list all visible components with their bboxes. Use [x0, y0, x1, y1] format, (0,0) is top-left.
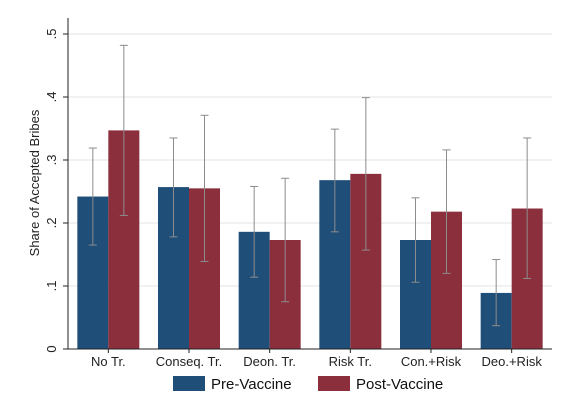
y-tick-label: 0 [44, 345, 59, 352]
error-bar-post-vaccine-deon-tr [281, 177, 290, 303]
legend-swatch-pre-vaccine [173, 376, 205, 391]
y-tick-label: .4 [44, 92, 59, 103]
error-bar-post-vaccine-deo-risk [523, 137, 532, 279]
error-bars [88, 44, 532, 327]
y-tick-label: .5 [44, 29, 59, 40]
error-bar-post-vaccine-no-tr [119, 44, 128, 216]
y-axis-title: Share of Accepted Bribes [27, 109, 42, 256]
error-bar-pre-vaccine-deo-risk [492, 259, 501, 327]
y-tick-label: .1 [44, 281, 59, 292]
error-bar-pre-vaccine-deon-tr [250, 185, 259, 278]
legend-label-post-vaccine: Post-Vaccine [356, 376, 443, 393]
y-ticks: 0 .1 .2 .3 .4 .5 [44, 29, 68, 353]
legend: Pre-Vaccine Post-Vaccine [173, 376, 443, 393]
bars [77, 130, 543, 349]
x-tick-label-con-risk: Con.+Risk [401, 354, 462, 369]
x-tick-label-risk-tr: Risk Tr. [329, 354, 372, 369]
error-bar-post-vaccine-conseq-tr [200, 114, 209, 262]
x-tick-label-deo-risk: Deo.+Risk [482, 354, 543, 369]
x-tick-label-deon-tr: Deon. Tr. [243, 354, 296, 369]
x-ticks: No Tr. Conseq. Tr. Deon. Tr. Risk Tr. Con.+R… [91, 349, 542, 369]
error-bar-pre-vaccine-conseq-tr [169, 137, 178, 238]
y-tick-label: .3 [44, 155, 59, 166]
x-tick-label-no-tr: No Tr. [91, 354, 126, 369]
error-bar-pre-vaccine-con-risk [411, 197, 420, 283]
x-tick-label-conseq-tr: Conseq. Tr. [156, 354, 222, 369]
y-tick-label: .2 [44, 218, 59, 229]
legend-swatch-post-vaccine [318, 376, 350, 391]
gridlines [68, 33, 552, 287]
axes [67, 18, 552, 350]
error-bar-pre-vaccine-no-tr [88, 147, 97, 246]
legend-label-pre-vaccine: Pre-Vaccine [211, 376, 292, 393]
error-bar-post-vaccine-con-risk [442, 149, 451, 274]
error-bar-post-vaccine-risk-tr [361, 97, 370, 251]
error-bar-pre-vaccine-risk-tr [330, 128, 339, 233]
